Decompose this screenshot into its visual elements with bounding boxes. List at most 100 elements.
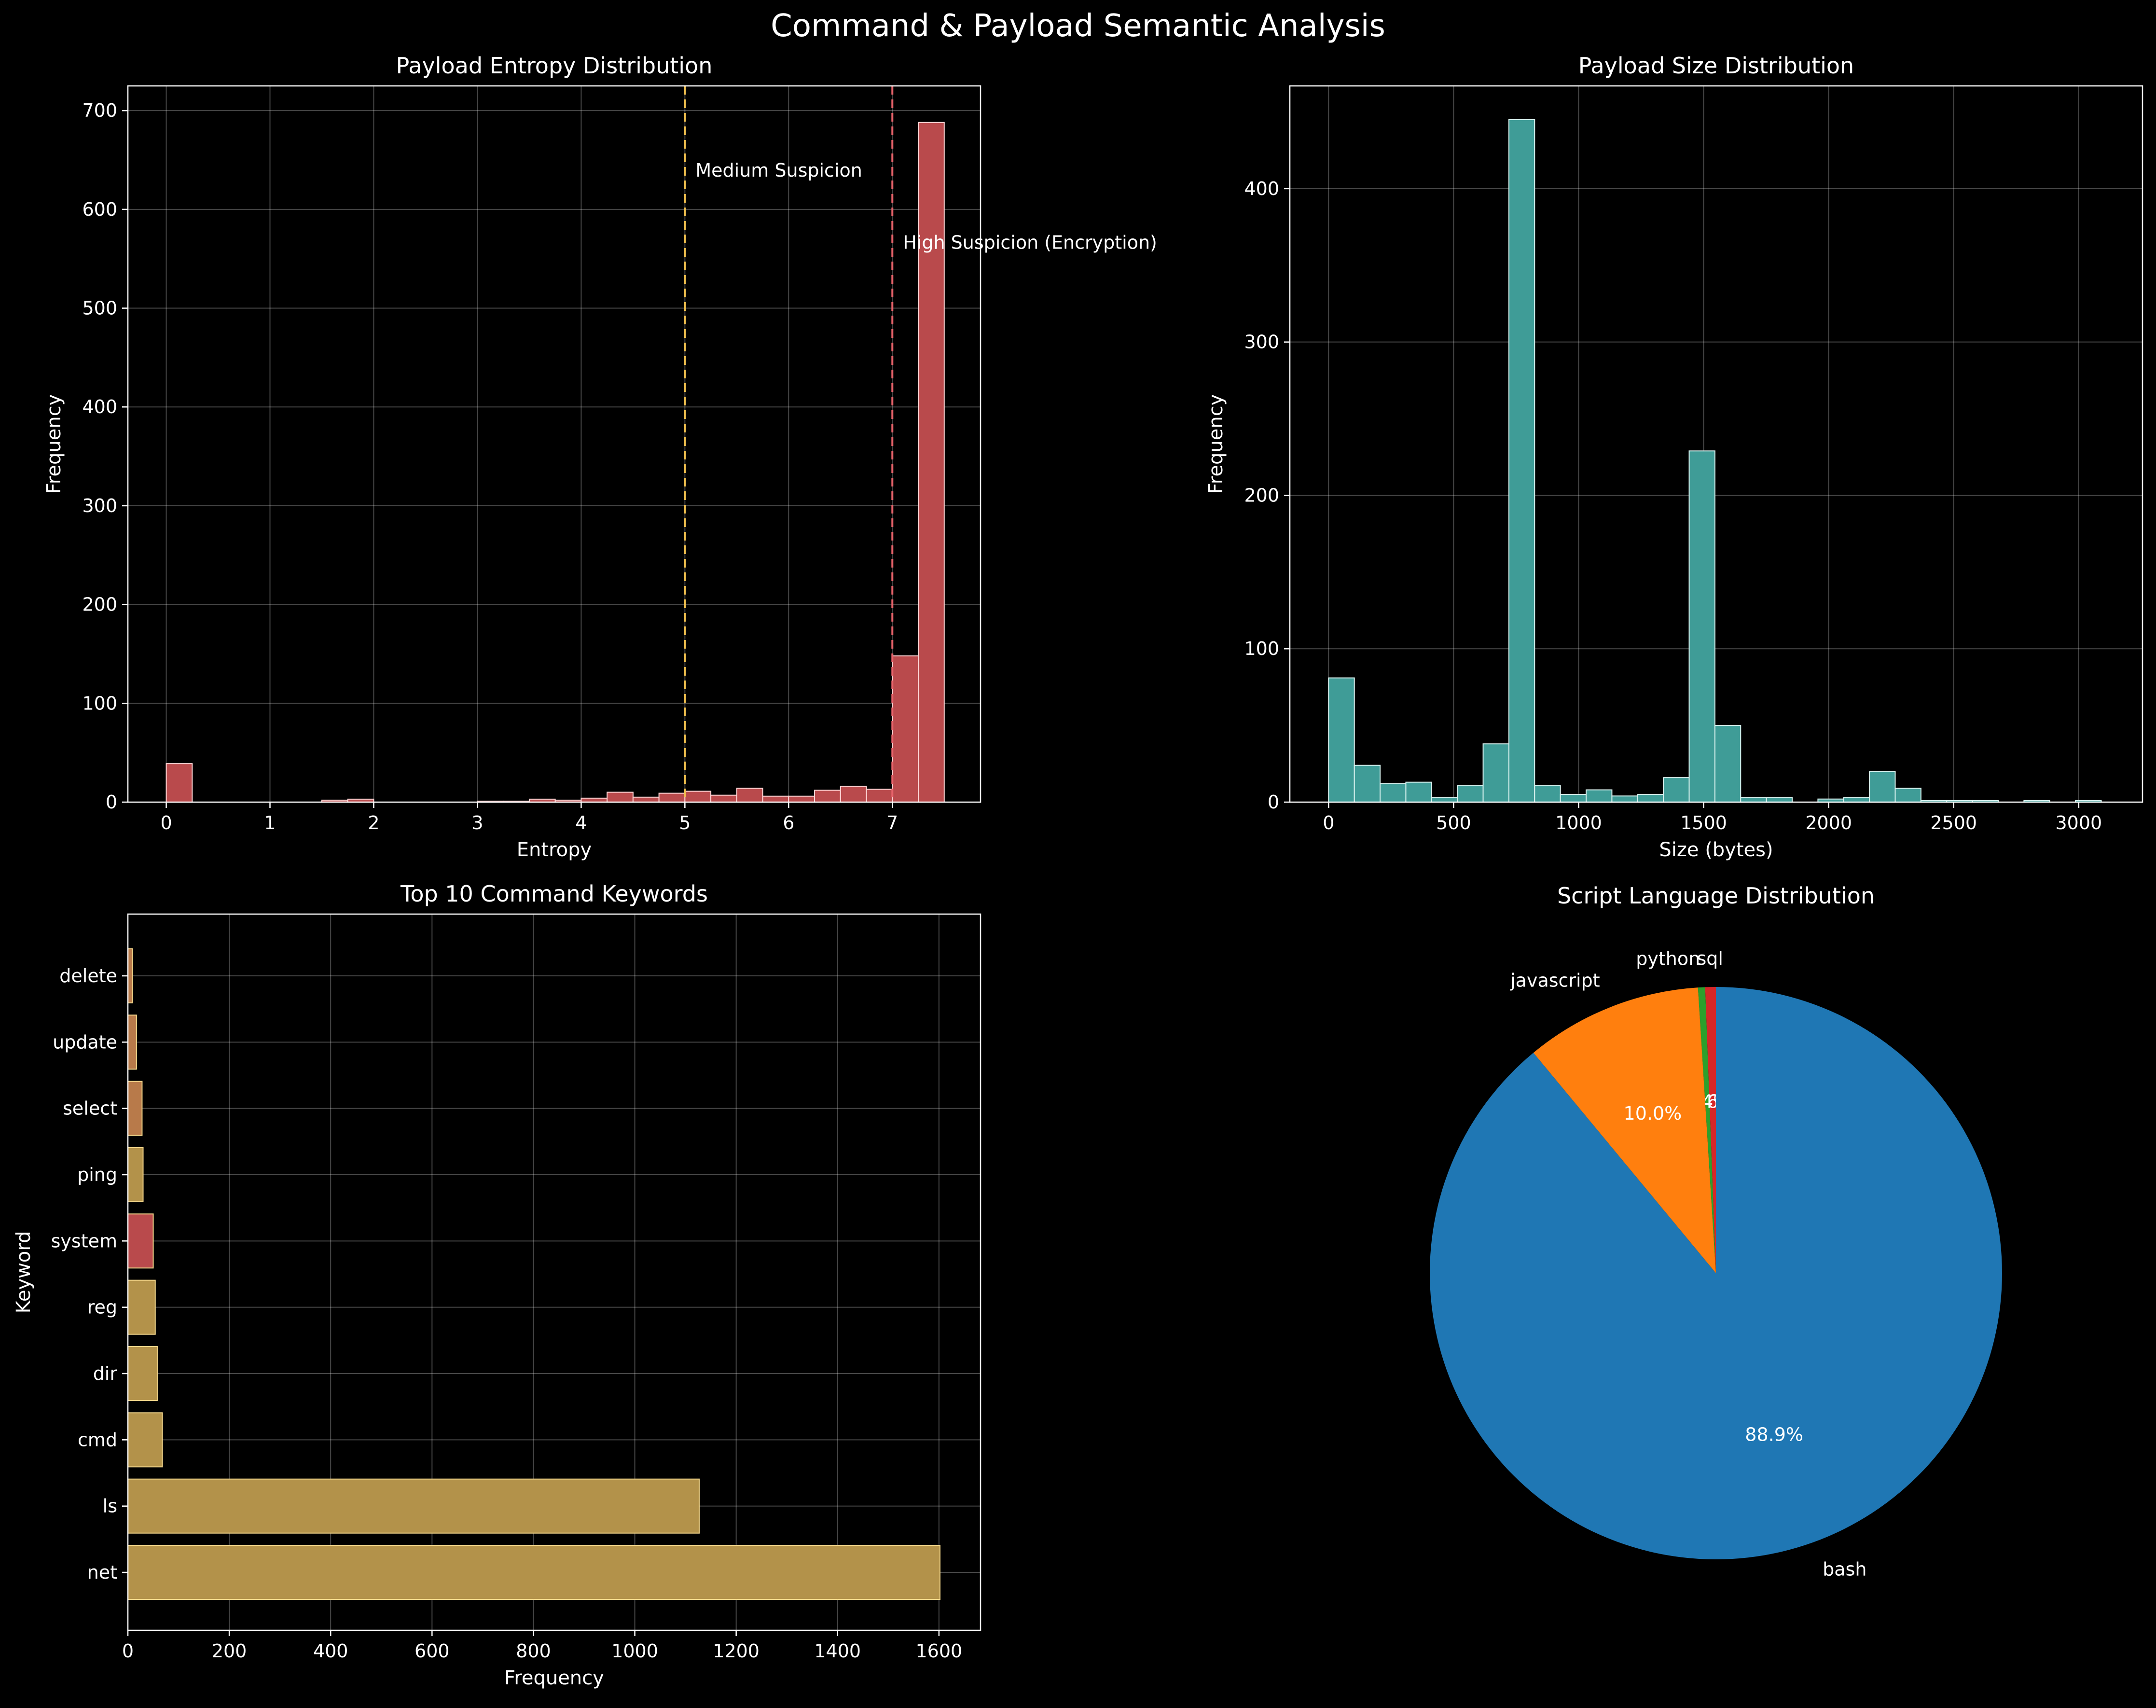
histogram-bar [1405, 781, 1432, 803]
entropy-histogram-panel: 0 1 2 3 4 5 6 7 0 100 200 300 400 500 600 700 Payload En… [43, 53, 1157, 861]
histogram-bar [814, 790, 841, 803]
keyword-label: update [53, 1031, 117, 1053]
pie-slice [1533, 987, 1716, 1273]
keywords-bar-panel: net ls cmd dir reg system ping select update dele… [13, 881, 981, 1689]
histogram-bar [1328, 677, 1355, 803]
y-tick-label: 200 [82, 594, 117, 615]
x-tick-label: 5 [679, 812, 691, 833]
histogram-bar [658, 792, 686, 803]
histogram-bar [736, 788, 763, 803]
x-tick-label: 1000 [611, 1640, 658, 1662]
keyword-bar [127, 1478, 700, 1534]
histogram-bar [1431, 797, 1458, 803]
slice-percent-label: 10.0% [1624, 1103, 1682, 1124]
y-tick-label: 400 [1244, 178, 1279, 199]
x-tick-label: 1200 [713, 1640, 760, 1662]
histogram-bar [840, 786, 867, 803]
y-axis-label: Keyword [13, 1231, 35, 1314]
x-tick-label: 4 [575, 812, 587, 833]
x-tick-label: 400 [313, 1640, 348, 1662]
histogram-bar [1457, 785, 1484, 803]
histogram-bar [762, 795, 789, 803]
slice-label: sql [1697, 948, 1723, 969]
chart-title: Payload Size Distribution [1578, 53, 1854, 79]
language-pie-panel: Script Language Distributionsql0.6%pytho… [1429, 883, 2002, 1580]
slice-label: javascript [1510, 970, 1600, 991]
y-axis-label: Frequency [1205, 394, 1227, 494]
x-tick-label: 6 [783, 812, 794, 833]
y-axis-label: Frequency [43, 394, 65, 494]
histogram-bar [1869, 771, 1896, 803]
x-tick-label: 2000 [1805, 812, 1852, 833]
keyword-bar [127, 1014, 137, 1070]
x-tick-label: 0 [160, 812, 172, 833]
x-tick-label: 200 [212, 1640, 247, 1662]
keyword-bar [127, 1213, 154, 1269]
y-tick-label: 200 [1244, 485, 1279, 506]
x-axis-label: Frequency [504, 1667, 604, 1689]
histogram-bar [1637, 794, 1664, 803]
size-histogram-panel: 0 500 1000 1500 2000 2500 3000 0 100 200 300 400 Pay… [1205, 53, 2143, 861]
histogram-bar [1482, 743, 1509, 803]
keyword-bar [127, 1081, 143, 1136]
figure-title: Command & Payload Semantic Analysis [771, 8, 1385, 44]
threshold-label: High Suspicion (Encryption) [903, 232, 1157, 253]
y-tick-label: 400 [82, 396, 117, 417]
threshold-label: Medium Suspicion [695, 160, 862, 181]
x-axis-label: Size (bytes) [1659, 839, 1773, 861]
histogram-bar [710, 794, 737, 803]
pie-slice [1705, 987, 1716, 1273]
pie-slice [1429, 986, 2002, 1559]
keyword-label: delete [59, 965, 117, 986]
histogram-bar [684, 791, 712, 803]
chart-title: Script Language Distribution [1557, 883, 1875, 909]
keyword-label: cmd [78, 1429, 117, 1450]
histogram-bar [1611, 795, 1638, 803]
y-tick-label: 600 [82, 199, 117, 220]
keyword-label: reg [87, 1297, 117, 1318]
histogram-bar [1766, 797, 1793, 803]
histogram-bar [1586, 789, 1613, 803]
slice-label: bash [1823, 1559, 1866, 1580]
histogram-bar [1534, 785, 1561, 803]
histogram-bar [1894, 788, 1921, 803]
y-tick-label: 300 [1244, 332, 1279, 353]
y-tick-label: 0 [1268, 792, 1279, 813]
y-tick-label: 700 [82, 100, 117, 121]
x-tick-label: 1 [264, 812, 276, 833]
x-tick-label: 1600 [915, 1640, 962, 1662]
keyword-bar [127, 948, 133, 1003]
x-tick-label: 800 [516, 1640, 551, 1662]
x-tick-label: 7 [886, 812, 898, 833]
histogram-bar [1740, 797, 1767, 803]
keyword-label: system [51, 1230, 117, 1251]
y-tick-label: 500 [82, 298, 117, 319]
x-tick-label: 1500 [1680, 812, 1727, 833]
entropy-plot-frame [127, 85, 981, 803]
histogram-bar [1508, 119, 1535, 803]
y-tick-label: 300 [82, 495, 117, 516]
pie-slice [1698, 987, 1716, 1273]
keyword-label: ls [103, 1496, 117, 1517]
x-tick-label: 1000 [1555, 812, 1602, 833]
x-tick-label: 2 [368, 812, 379, 833]
histogram-bar [892, 655, 919, 803]
x-tick-label: 600 [415, 1640, 450, 1662]
slice-label: python [1636, 948, 1700, 970]
histogram-bar [866, 789, 893, 803]
keyword-label: dir [93, 1363, 118, 1384]
histogram-bar [788, 795, 815, 803]
keyword-label: net [87, 1562, 117, 1583]
x-tick-label: 2500 [1930, 812, 1977, 833]
keyword-label: ping [77, 1164, 117, 1185]
histogram-bar [918, 122, 945, 803]
keyword-bar [127, 1545, 940, 1600]
x-tick-label: 1400 [814, 1640, 861, 1662]
keyword-bar [127, 1147, 144, 1202]
keywords-plot-frame [127, 913, 981, 1631]
slice-percent-label: 88.9% [1745, 1424, 1803, 1445]
keyword-bar [127, 1346, 158, 1401]
histogram-bar [1354, 764, 1381, 803]
histogram-bar [1688, 450, 1715, 803]
x-tick-label: 3000 [2056, 812, 2102, 833]
